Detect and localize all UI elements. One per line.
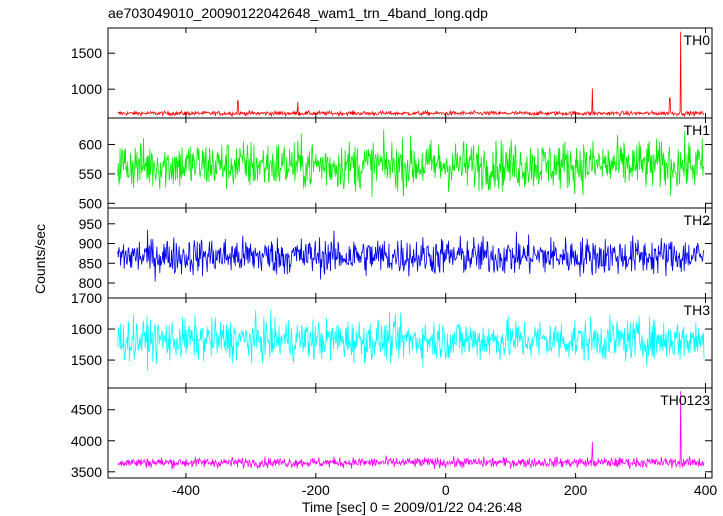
y-tick-label: 1500 bbox=[71, 352, 102, 368]
x-tick-label: -400 bbox=[172, 482, 200, 498]
series-line-th0 bbox=[117, 31, 705, 118]
series-line-th3 bbox=[117, 309, 705, 372]
y-tick-label: 1700 bbox=[71, 290, 102, 306]
y-tick-label: 3500 bbox=[71, 464, 102, 480]
panel-label-th0123: TH0123 bbox=[660, 392, 710, 408]
y-tick-label: 600 bbox=[79, 136, 103, 152]
y-tick-label: 4500 bbox=[71, 402, 102, 418]
panel-label-th0: TH0 bbox=[684, 32, 711, 48]
y-tick-label: 1000 bbox=[71, 81, 102, 97]
y-tick-label: 500 bbox=[79, 195, 103, 211]
y-tick-label: 850 bbox=[79, 255, 103, 271]
panel-label-th2: TH2 bbox=[684, 212, 711, 228]
panel-label-th3: TH3 bbox=[684, 302, 711, 318]
x-tick-label: 200 bbox=[564, 482, 588, 498]
y-tick-label: 550 bbox=[79, 166, 103, 182]
y-tick-label: 800 bbox=[79, 275, 103, 291]
y-tick-label: 1600 bbox=[71, 321, 102, 337]
y-tick-label: 900 bbox=[79, 236, 103, 252]
series-line-th2 bbox=[117, 229, 705, 282]
y-axis-label: Counts/sec bbox=[32, 224, 48, 294]
panel-label-th1: TH1 bbox=[684, 122, 711, 138]
series-line-th0123 bbox=[117, 391, 705, 470]
panel-frame-th0123 bbox=[107, 387, 713, 479]
chart-title: ae703049010_20090122042648_wam1_trn_4ban… bbox=[108, 5, 488, 21]
panel-frame-th0 bbox=[107, 27, 713, 119]
x-tick-label: 0 bbox=[442, 482, 450, 498]
x-axis-label: Time [sec] 0 = 2009/01/22 04:26:48 bbox=[302, 499, 522, 515]
y-tick-label: 4000 bbox=[71, 433, 102, 449]
x-tick-label: -200 bbox=[302, 482, 330, 498]
y-tick-label: 1500 bbox=[71, 45, 102, 61]
x-tick-label: 400 bbox=[694, 482, 718, 498]
panels-group: 1000 1500 TH0 500 550 600 TH1 800 850 900 950 TH2 15… bbox=[71, 27, 718, 498]
series-line-th1 bbox=[117, 129, 705, 198]
y-tick-label: 950 bbox=[79, 216, 103, 232]
